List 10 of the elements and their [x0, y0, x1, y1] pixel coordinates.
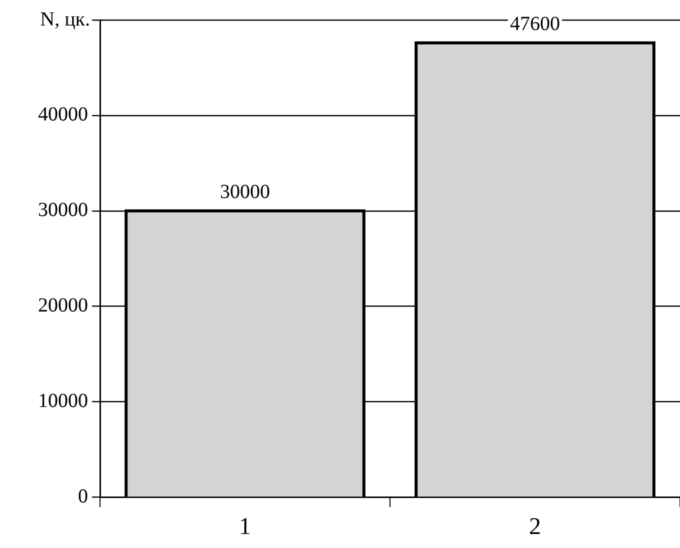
y-tick-label: 40000: [38, 104, 88, 126]
y-tick-label: 30000: [38, 199, 88, 222]
data-label: 30000: [220, 181, 270, 204]
y-tick-label: 20000: [38, 294, 88, 317]
x-tick-label: 2: [529, 514, 541, 540]
y-tick-label: 10000: [38, 390, 88, 412]
y-axis-title: N, цк.: [40, 8, 90, 30]
y-tick-label: 0: [78, 485, 88, 508]
x-tick-label: 1: [239, 514, 251, 540]
data-label: 47600: [510, 13, 560, 36]
